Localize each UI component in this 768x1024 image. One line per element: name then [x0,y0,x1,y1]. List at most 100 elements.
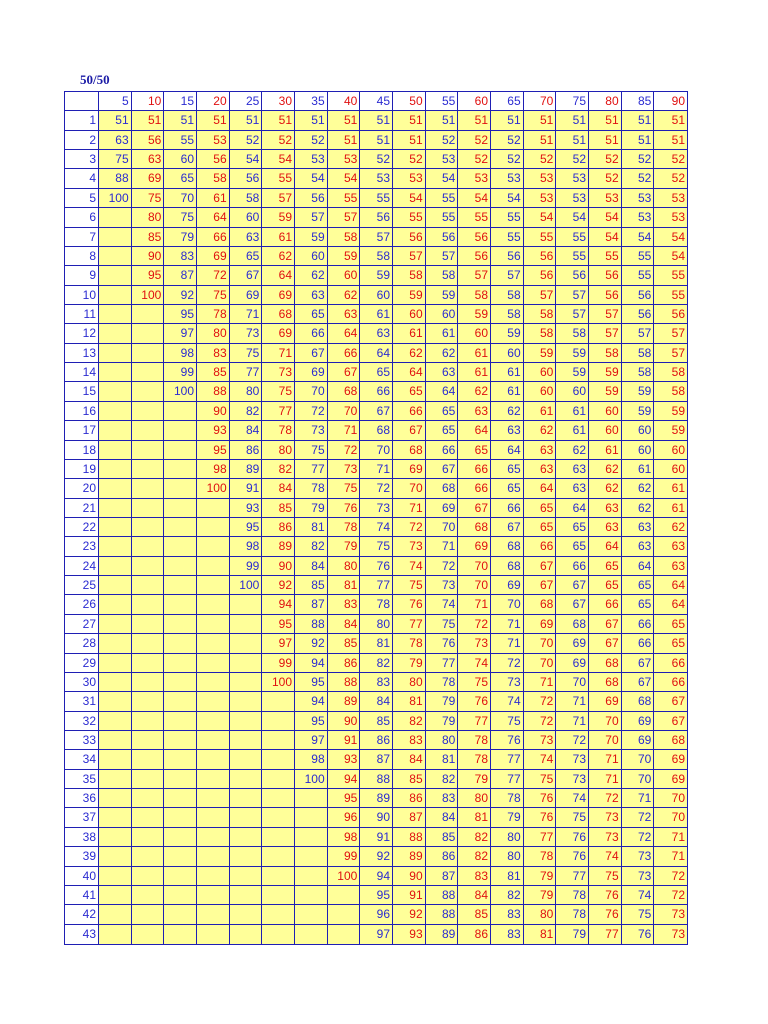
table-cell: 67 [327,363,361,383]
table-cell: 67 [295,343,328,364]
table-cell [295,847,328,867]
table-cell [131,692,165,712]
table-cell: 73 [654,924,687,944]
table-cell: 71 [229,304,263,325]
table-cell: 60 [589,421,622,441]
table-cell: 69 [393,459,426,480]
table-cell: 61 [621,459,655,480]
row-header: 25 [65,576,99,596]
table-cell: 55 [556,227,589,247]
table-cell: 68 [589,672,622,693]
table-cell: 98 [164,343,197,364]
table-cell: 56 [621,285,655,305]
table-cell: 84 [393,750,426,770]
table-cell [197,789,230,809]
table-cell: 53 [197,130,230,151]
table-cell: 60 [523,363,557,383]
table-cell: 96 [360,905,393,925]
table-cell: 63 [295,285,328,305]
table-cell: 52 [491,150,524,170]
table-cell: 57 [589,304,622,325]
table-cell: 83 [491,924,524,944]
table-cell: 52 [458,130,491,151]
table-cell: 70 [621,769,655,790]
table-cell: 70 [458,576,491,596]
table-cell: 84 [360,692,393,712]
table-cell: 74 [556,789,589,809]
table-cell [197,653,230,673]
table-cell: 59 [262,208,295,228]
table-cell: 67 [523,556,557,577]
table-cell [164,885,197,906]
table-cell: 55 [425,188,459,209]
table-cell: 89 [327,692,361,712]
column-header: 65 [491,92,524,112]
table-cell [197,614,230,635]
table-cell: 80 [262,440,295,460]
row-header: 38 [65,827,99,848]
table-cell: 75 [229,343,263,364]
table-cell [295,905,328,925]
table-cell: 92 [295,634,328,654]
table-cell: 60 [523,382,557,402]
table-cell: 53 [327,150,361,170]
table-cell: 67 [491,517,524,538]
table-cell [197,847,230,867]
table-cell: 71 [556,711,589,731]
table-cell: 61 [262,227,295,247]
table-cell: 51 [621,130,655,151]
table-cell: 76 [360,556,393,577]
table-cell [131,634,165,654]
table-cell [229,827,263,848]
table-cell: 62 [523,421,557,441]
table-cell: 51 [164,111,197,131]
table-cell: 58 [523,324,557,344]
table-cell: 51 [393,111,426,131]
table-cell: 72 [327,440,361,460]
table-cell: 90 [262,556,295,577]
table-cell: 58 [589,343,622,364]
table-cell: 72 [621,827,655,848]
table-cell: 75 [295,440,328,460]
table-cell: 80 [425,730,459,751]
table-cell: 68 [262,304,295,325]
table-cell [99,769,132,790]
table-cell: 61 [425,324,459,344]
row-header: 1 [65,111,99,131]
table-cell: 88 [197,382,230,402]
table-cell: 59 [425,285,459,305]
table-cell: 68 [425,479,459,499]
table-cell: 73 [621,847,655,867]
table-cell: 77 [523,827,557,848]
table-cell: 51 [327,130,361,151]
table-cell: 51 [197,111,230,131]
table-cell: 53 [654,188,687,209]
table-cell: 65 [621,576,655,596]
table-cell: 95 [262,614,295,635]
table-cell [131,304,165,325]
table-cell: 61 [556,421,589,441]
table-cell: 57 [295,208,328,228]
table-cell: 60 [425,304,459,325]
table-cell [229,711,263,731]
table-cell: 95 [295,672,328,693]
table-cell: 63 [556,459,589,480]
table-cell: 58 [327,227,361,247]
column-header: 20 [197,92,230,112]
table-cell: 82 [425,769,459,790]
table-cell: 52 [621,169,655,189]
column-header: 25 [229,92,263,112]
row-header: 43 [65,924,99,944]
table-cell [229,866,263,886]
table-cell: 56 [589,266,622,286]
table-cell: 93 [197,421,230,441]
row-header: 31 [65,692,99,712]
table-cell: 53 [360,169,393,189]
table-cell: 88 [327,672,361,693]
table-cell: 61 [523,401,557,422]
table-cell: 66 [360,382,393,402]
table-cell [164,440,197,460]
table-cell: 89 [425,924,459,944]
column-header: 45 [360,92,393,112]
row-header: 9 [65,266,99,286]
